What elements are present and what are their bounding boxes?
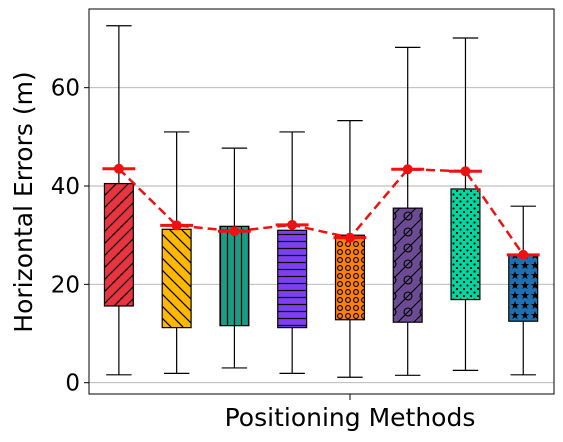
- mean-point: [171, 220, 182, 231]
- box-6: [391, 46, 425, 376]
- y-axis-label: Horizontal Errors (m): [9, 71, 38, 332]
- box-hatch: [450, 188, 481, 301]
- box-hatch: [277, 229, 308, 329]
- box-hatch: [334, 234, 365, 321]
- box-hatch: [392, 207, 423, 323]
- box-3: [217, 147, 251, 369]
- box-4: [275, 131, 309, 374]
- mean-line: [113, 163, 529, 260]
- grid-lines: [89, 87, 554, 384]
- mean-point: [287, 219, 298, 230]
- mean-trend-line: [118, 167, 525, 256]
- mean-point: [113, 163, 124, 174]
- x-axis-label: Positioning Methods: [225, 403, 476, 432]
- box-hatch: [103, 182, 134, 307]
- boxes: [102, 25, 540, 378]
- y-tick-label: 60: [51, 76, 80, 102]
- box-8: [506, 205, 540, 376]
- mean-point: [229, 226, 240, 237]
- y-tick-label: 20: [51, 272, 80, 298]
- y-tick-label: 40: [51, 174, 80, 200]
- box-hatch: [508, 254, 539, 322]
- mean-point: [518, 249, 529, 260]
- box-hatch: [219, 225, 250, 327]
- plot-frame: [88, 8, 555, 395]
- y-tick-label: 0: [65, 371, 80, 397]
- box-hatch: [161, 228, 192, 329]
- box-1: [102, 25, 136, 376]
- mean-point: [344, 232, 355, 243]
- mean-point: [460, 166, 471, 177]
- y-ticks: 0 20 40 60: [51, 76, 89, 397]
- box-2: [160, 131, 194, 374]
- box-7: [449, 37, 482, 371]
- box-5: [333, 120, 367, 378]
- mean-point: [402, 164, 413, 175]
